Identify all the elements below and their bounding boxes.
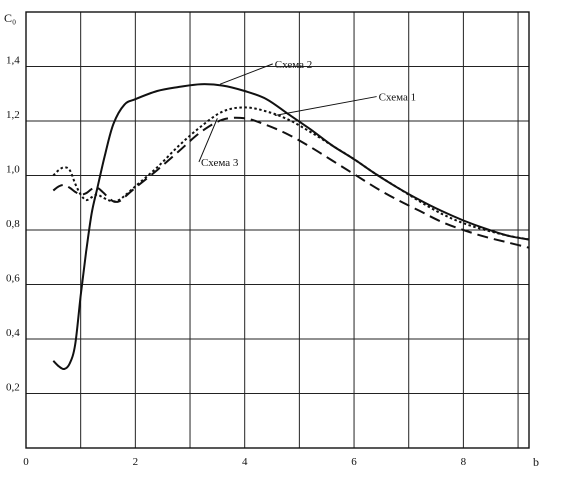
x-axis-label: b (533, 455, 539, 469)
grid-layer (26, 12, 529, 448)
annotation-leader (198, 118, 218, 163)
y-tick-label: 1,0 (6, 164, 20, 176)
y-tick-label: 1,2 (6, 109, 20, 121)
y-tick-label: 0,4 (6, 327, 20, 339)
series-label: Схема 3 (201, 157, 239, 169)
series-layer (52, 83, 530, 371)
series-line-3 (52, 116, 530, 249)
x-tick-label: 2 (133, 456, 139, 468)
y-tick-label: 0,2 (6, 382, 20, 394)
y-tick-label: 0,6 (6, 273, 20, 285)
tick-layer: 0 2 4 6 8 0,2 0,4 0,6 0,8 1,0 1,2 1,4 (6, 55, 467, 469)
plot-frame (25, 11, 530, 449)
x-tick-label: 8 (461, 456, 467, 468)
y-tick-label: 1,4 (6, 55, 20, 67)
y-axis-label: C₀ (4, 11, 16, 25)
x-tick-label: 0 (23, 456, 29, 468)
x-tick-label: 4 (242, 456, 248, 468)
series-label: Схема 1 (379, 92, 416, 104)
series-line-1 (52, 83, 530, 371)
annotation-layer: Схема 2 Схема 1 Схема 3 (198, 59, 416, 169)
series-label: Схема 2 (275, 59, 312, 71)
annotation-leader (219, 63, 273, 85)
x-tick-label: 6 (351, 456, 357, 468)
y-tick-label: 0,8 (6, 218, 20, 230)
annotation-leader (274, 96, 377, 117)
series-line-2 (52, 106, 530, 241)
